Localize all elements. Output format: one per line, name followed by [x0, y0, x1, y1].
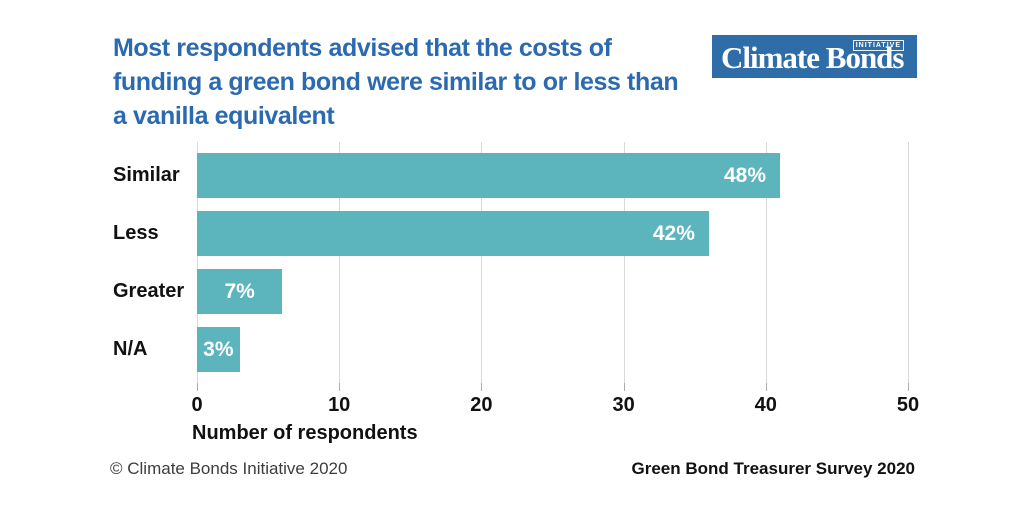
bar-n-a: 3%: [197, 327, 240, 372]
gridline-x-30: [623, 142, 625, 383]
plot-area: 48% 42% 7% 3%: [197, 142, 909, 391]
tickmark-x-30: [623, 383, 625, 391]
tickmark-x-10: [339, 383, 341, 391]
bar-less: 42%: [197, 211, 709, 256]
x-axis-title: Number of respondents: [192, 422, 418, 444]
bar-value-label: 7%: [224, 279, 255, 303]
category-label-n-a: N/A: [113, 338, 148, 360]
category-label-less: Less: [113, 222, 159, 244]
gridline-x-0: [197, 142, 198, 383]
category-label-similar: Similar: [113, 164, 180, 186]
climate-bonds-logo: INITIATIVE Climate Bonds: [712, 35, 917, 78]
x-tick-label-30: 30: [612, 394, 635, 416]
bar-greater: 7%: [197, 269, 283, 314]
bar-value-label: 3%: [203, 337, 234, 361]
gridline-x-10: [339, 142, 341, 383]
copyright-text: © Climate Bonds Initiative 2020: [110, 459, 348, 478]
gridline-x-50: [908, 142, 909, 383]
x-tick-label-20: 20: [470, 394, 493, 416]
x-tick-label-50: 50: [896, 394, 920, 416]
bar-value-label: 42%: [652, 221, 695, 245]
x-tick-label-10: 10: [328, 394, 351, 416]
chart-title-line-3: a vanilla equivalent: [113, 102, 335, 130]
chart-title-line-2: funding a green bond were similar to or …: [113, 68, 679, 96]
bar-value-label: 48%: [723, 163, 767, 187]
bar-similar: 48%: [197, 153, 781, 198]
x-tick-label-40: 40: [754, 394, 777, 416]
category-label-greater: Greater: [113, 280, 185, 302]
gridline-x-40: [765, 142, 767, 383]
logo-wordmark: Climate Bonds: [721, 40, 904, 75]
tickmark-x-40: [765, 383, 767, 391]
chart-title: Most respondents advised that the costs …: [113, 31, 679, 133]
x-tick-label-0: 0: [191, 394, 203, 416]
tickmark-x-0: [197, 383, 198, 391]
tickmark-x-20: [481, 383, 483, 391]
gridline-x-20: [481, 142, 483, 383]
source-text: Green Bond Treasurer Survey 2020: [631, 459, 915, 478]
chart-title-line-1: Most respondents advised that the costs …: [113, 34, 612, 62]
tickmark-x-50: [908, 383, 909, 391]
logo-initiative-label: INITIATIVE: [852, 40, 904, 51]
